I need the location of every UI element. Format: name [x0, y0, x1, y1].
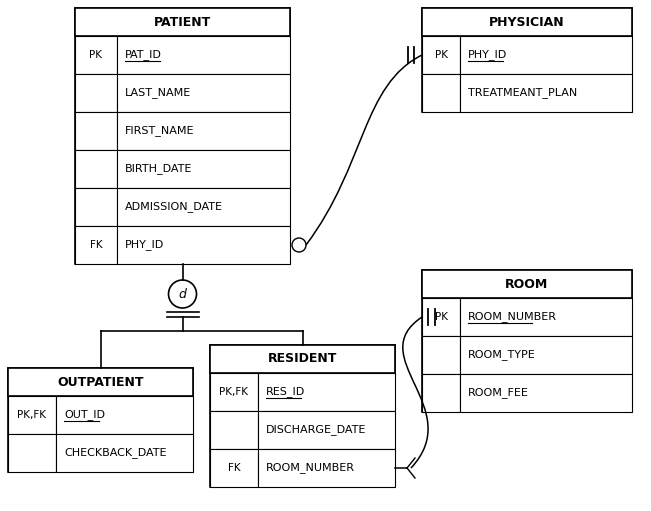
Bar: [75, 74, 117, 112]
Text: RESIDENT: RESIDENT: [268, 353, 337, 365]
Text: PATIENT: PATIENT: [154, 15, 211, 29]
Text: ROOM_FEE: ROOM_FEE: [468, 387, 529, 399]
Bar: [8, 396, 56, 434]
Bar: [460, 36, 632, 74]
Bar: [75, 36, 117, 74]
Bar: [56, 434, 193, 472]
Text: OUT_ID: OUT_ID: [64, 409, 105, 421]
Bar: [258, 449, 395, 487]
Bar: [8, 368, 193, 396]
Text: PK,FK: PK,FK: [18, 410, 46, 420]
Text: RES_ID: RES_ID: [266, 386, 305, 398]
Text: TREATMEANT_PLAN: TREATMEANT_PLAN: [468, 87, 577, 99]
Bar: [460, 374, 632, 412]
Bar: [75, 226, 117, 264]
Bar: [8, 434, 56, 472]
Bar: [258, 373, 395, 411]
Bar: [422, 298, 460, 336]
Text: ROOM_TYPE: ROOM_TYPE: [468, 350, 536, 360]
Text: PAT_ID: PAT_ID: [125, 50, 162, 60]
Bar: [117, 226, 290, 264]
Text: ROOM_NUMBER: ROOM_NUMBER: [266, 462, 355, 474]
Bar: [210, 373, 258, 411]
Bar: [422, 374, 460, 412]
Text: ADMISSION_DATE: ADMISSION_DATE: [125, 201, 223, 213]
Text: CHECKBACK_DATE: CHECKBACK_DATE: [64, 448, 167, 458]
Bar: [422, 270, 632, 412]
Bar: [75, 8, 290, 36]
Bar: [210, 449, 258, 487]
Bar: [75, 8, 290, 264]
Bar: [422, 8, 632, 112]
Text: FK: FK: [90, 240, 102, 250]
Bar: [422, 336, 460, 374]
Text: LAST_NAME: LAST_NAME: [125, 87, 191, 99]
Text: PHY_ID: PHY_ID: [125, 240, 164, 250]
Text: PK,FK: PK,FK: [219, 387, 249, 397]
Bar: [258, 411, 395, 449]
Text: ROOM_NUMBER: ROOM_NUMBER: [468, 312, 557, 322]
Bar: [422, 74, 460, 112]
Bar: [75, 150, 117, 188]
Bar: [422, 8, 632, 36]
Bar: [460, 74, 632, 112]
Bar: [117, 150, 290, 188]
Bar: [75, 112, 117, 150]
Bar: [210, 345, 395, 373]
Bar: [75, 188, 117, 226]
Text: d: d: [178, 288, 186, 300]
Text: PK: PK: [434, 312, 447, 322]
Text: ROOM: ROOM: [505, 277, 549, 290]
Text: PHYSICIAN: PHYSICIAN: [489, 15, 565, 29]
Text: FK: FK: [228, 463, 240, 473]
Bar: [117, 74, 290, 112]
Bar: [117, 36, 290, 74]
Bar: [56, 396, 193, 434]
Text: OUTPATIENT: OUTPATIENT: [57, 376, 144, 388]
Bar: [422, 270, 632, 298]
Text: PHY_ID: PHY_ID: [468, 50, 507, 60]
Text: DISCHARGE_DATE: DISCHARGE_DATE: [266, 425, 367, 435]
Text: FIRST_NAME: FIRST_NAME: [125, 126, 195, 136]
Bar: [210, 411, 258, 449]
Bar: [210, 345, 395, 487]
Bar: [422, 36, 460, 74]
Bar: [117, 112, 290, 150]
Text: BIRTH_DATE: BIRTH_DATE: [125, 164, 193, 174]
Bar: [460, 298, 632, 336]
Bar: [117, 188, 290, 226]
Bar: [460, 336, 632, 374]
Bar: [8, 368, 193, 472]
Text: PK: PK: [434, 50, 447, 60]
Text: PK: PK: [89, 50, 102, 60]
